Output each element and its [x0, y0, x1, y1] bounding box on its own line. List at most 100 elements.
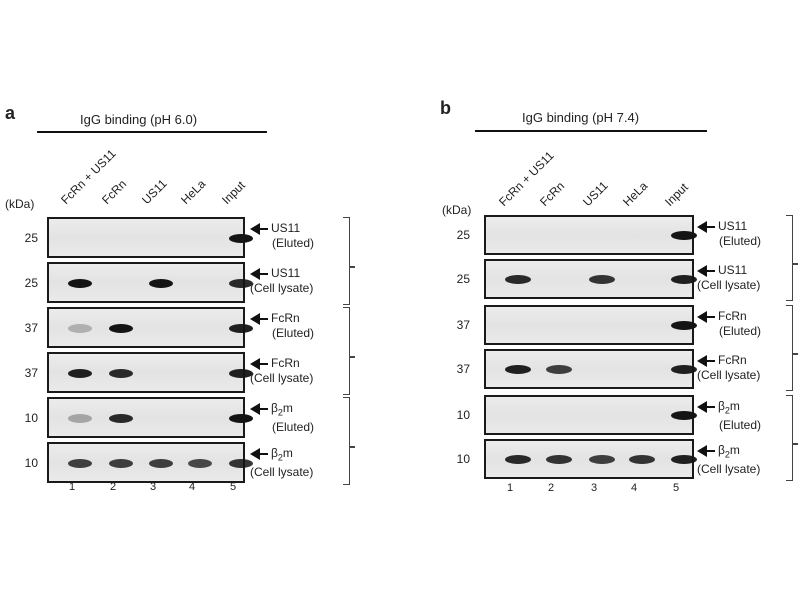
lane-label: US11 — [139, 176, 170, 207]
mw-marker: 10 — [456, 408, 470, 422]
lane-number: 3 — [149, 481, 157, 493]
blot-label: β2m (Cell lysate) — [697, 443, 760, 477]
panel-letter: b — [440, 98, 451, 118]
band — [109, 413, 133, 423]
pair-bracket — [343, 397, 350, 485]
band — [505, 455, 531, 464]
lane-label: FcRn — [99, 176, 130, 207]
lane-number: 5 — [672, 482, 680, 494]
band — [546, 455, 572, 464]
lane-label: FcRn — [537, 178, 568, 209]
protein-name: US11 — [718, 263, 748, 277]
protein-line: β2m — [697, 399, 761, 418]
band — [68, 278, 92, 288]
band — [68, 458, 92, 468]
protein-line: FcRn — [250, 311, 314, 326]
protein-name: β — [271, 401, 278, 415]
sample-type: (Eluted) — [719, 324, 762, 338]
sample-type: (Cell lysate) — [250, 465, 314, 480]
arrow-stem — [260, 227, 268, 230]
mw-marker: 10 — [456, 452, 470, 466]
mw-marker: 25 — [456, 228, 470, 242]
sample-type: (Cell lysate) — [250, 281, 314, 295]
lane-label: HeLa — [620, 178, 651, 209]
blot-strip — [47, 397, 253, 438]
lane-number: 1 — [68, 481, 76, 493]
sample-type: (Cell lysate) — [697, 278, 761, 292]
mw-marker: 25 — [24, 230, 38, 245]
arrow-icon — [697, 354, 707, 367]
lane-label: US11 — [580, 178, 611, 209]
panel-title: IgG binding (pH 7.4) — [522, 110, 640, 125]
arrow-stem — [260, 362, 268, 365]
band — [671, 275, 697, 284]
band — [109, 323, 133, 333]
blot-label: FcRn (Eluted) — [250, 311, 314, 341]
arrow-icon — [250, 312, 260, 325]
band — [68, 413, 92, 423]
protein-name: β — [718, 399, 725, 413]
arrow-stem — [707, 405, 715, 408]
band — [546, 365, 572, 374]
arrow-icon — [697, 444, 707, 457]
sample-type: (Eluted) — [272, 420, 315, 435]
pair-bracket — [786, 215, 793, 301]
bracket-tick — [793, 443, 798, 445]
protein-name: FcRn — [718, 353, 747, 367]
band — [68, 368, 92, 378]
mw-marker: 10 — [24, 455, 38, 470]
band — [505, 365, 531, 374]
mw-marker: 37 — [24, 320, 38, 335]
sample-type: (Eluted) — [719, 234, 762, 248]
lane-label: Input — [219, 178, 248, 207]
panel-letter: a — [5, 103, 16, 123]
protein-name: FcRn — [271, 356, 300, 370]
band — [629, 455, 655, 464]
lane-number: 1 — [506, 482, 514, 494]
protein-line: US11 — [697, 263, 760, 278]
band — [229, 413, 253, 423]
protein-line: β2m — [250, 446, 313, 465]
arrow-icon — [697, 400, 707, 413]
protein-line: β2m — [250, 401, 314, 420]
band — [149, 278, 173, 288]
band — [671, 455, 697, 464]
protein-name: β — [718, 443, 725, 457]
protein-name: FcRn — [718, 309, 747, 323]
arrow-stem — [707, 269, 715, 272]
arrow-icon — [250, 357, 260, 370]
band — [671, 411, 697, 420]
protein-name: US11 — [271, 266, 301, 280]
band — [671, 231, 697, 240]
arrow-icon — [250, 447, 260, 460]
sample-type: (Eluted) — [272, 236, 315, 250]
pair-bracket — [343, 307, 350, 395]
blot-label: US11 (Eluted) — [250, 221, 314, 251]
arrow-icon — [697, 310, 707, 323]
bracket-tick — [350, 446, 355, 448]
blot-strip — [484, 259, 697, 299]
arrow-icon — [697, 220, 707, 233]
protein-subscript: 2 — [724, 449, 730, 460]
band — [68, 323, 92, 333]
lane-number: 4 — [188, 481, 196, 493]
sample-type: (Eluted) — [272, 326, 315, 340]
blot-strip — [484, 349, 697, 389]
mw-marker: 37 — [456, 362, 470, 376]
mw-marker: 37 — [456, 318, 470, 332]
blot-label: β2m (Eluted) — [250, 401, 314, 435]
lane-label: HeLa — [178, 176, 209, 207]
blot-strip — [47, 352, 253, 393]
blot-label: β2m (Eluted) — [697, 399, 761, 433]
blot-strip — [47, 307, 253, 348]
protein-name: US11 — [718, 219, 748, 233]
blot-label: FcRn (Cell lysate) — [697, 353, 760, 383]
protein-suffix: m — [282, 446, 293, 460]
arrow-stem — [707, 359, 715, 362]
arrow-stem — [260, 317, 268, 320]
sample-type: (Eluted) — [719, 418, 762, 433]
protein-line: US11 — [697, 219, 761, 234]
kda-label: (kDa) — [5, 197, 35, 211]
lane-number: 2 — [109, 481, 117, 493]
lane-number: 3 — [590, 482, 598, 494]
